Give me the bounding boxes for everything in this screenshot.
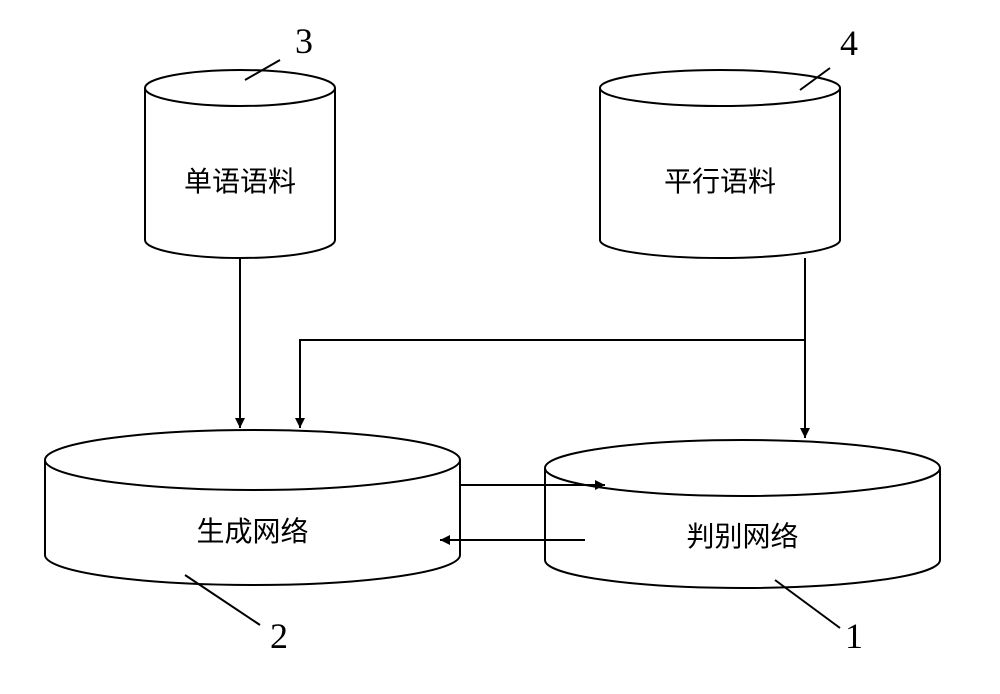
label-monolingual-corpus: 单语语料 — [145, 160, 335, 200]
label-generator-network: 生成网络 — [45, 510, 460, 550]
diagram-canvas — [0, 0, 1000, 694]
number-3: 3 — [295, 20, 313, 62]
number-1: 1 — [845, 615, 863, 657]
label-discriminator-network: 判别网络 — [545, 515, 940, 555]
lead-2 — [185, 575, 260, 625]
node-discriminator-network — [545, 440, 940, 588]
edge-cyl4-to-generator — [300, 258, 805, 428]
number-2: 2 — [270, 615, 288, 657]
node-generator-network — [45, 430, 460, 585]
label-parallel-corpus: 平行语料 — [600, 160, 840, 200]
number-4: 4 — [840, 22, 858, 64]
